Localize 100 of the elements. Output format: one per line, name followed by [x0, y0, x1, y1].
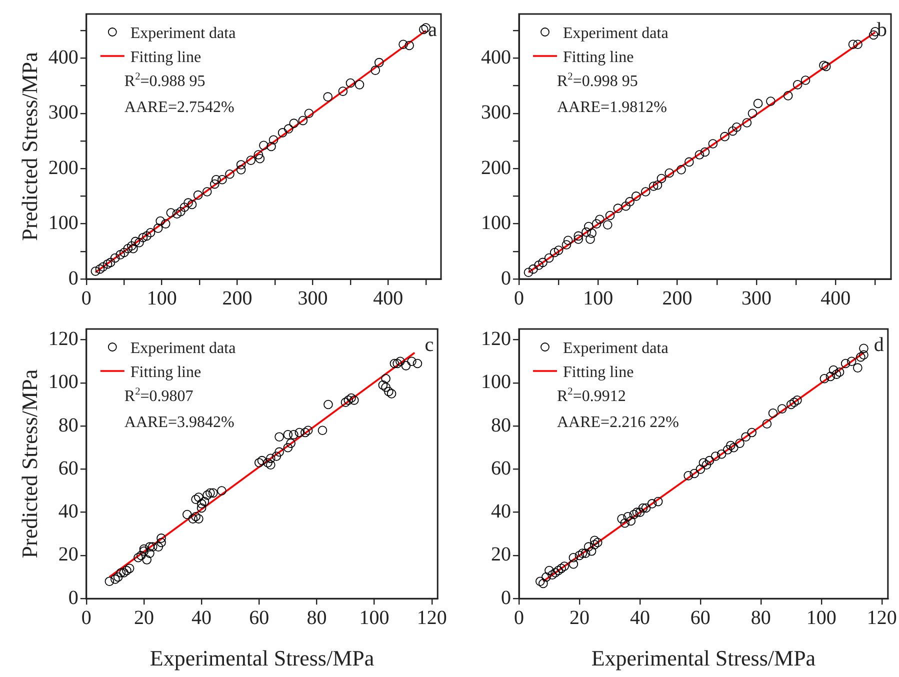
point — [766, 96, 776, 106]
x-tick-label: 20 — [134, 606, 154, 629]
point — [587, 228, 596, 238]
point — [819, 60, 828, 70]
point — [374, 58, 384, 68]
legend-label: Fitting line — [563, 364, 634, 381]
point — [404, 40, 414, 50]
x-tick-label: 80 — [750, 606, 771, 629]
point — [595, 214, 604, 224]
x-tick-label: 60 — [249, 606, 270, 629]
legend-label: Fitting line — [130, 49, 202, 66]
chart-title: b — [877, 19, 887, 41]
point — [346, 78, 356, 88]
point — [524, 268, 534, 278]
x-tick-label: 20 — [569, 606, 590, 629]
point — [278, 128, 288, 138]
x-tick-label: 120 — [416, 606, 447, 629]
legend-label: Fitting line — [563, 49, 634, 66]
x-tick-label: 100 — [359, 606, 390, 629]
point — [123, 244, 133, 254]
point — [202, 187, 212, 196]
y-tick-label: 100 — [481, 212, 511, 234]
chart-title: d — [874, 334, 884, 356]
y-tick-label: 80 — [58, 414, 78, 436]
point — [354, 80, 364, 90]
point — [586, 234, 595, 244]
point — [676, 165, 686, 174]
point — [187, 200, 197, 210]
point — [90, 266, 100, 276]
x-tick-label: 40 — [630, 606, 650, 629]
point — [128, 244, 138, 254]
point — [102, 259, 112, 269]
y-tick-label: 60 — [491, 457, 511, 480]
y-tick-label: 0 — [501, 267, 511, 290]
point — [255, 154, 265, 164]
legend-label: Experiment data — [130, 25, 236, 42]
point — [266, 142, 276, 152]
point — [193, 190, 203, 200]
point — [176, 206, 186, 216]
point — [748, 108, 758, 118]
y-tick-label: 400 — [48, 46, 78, 68]
legend-label: Experiment data — [563, 340, 668, 357]
legend-label: Fitting line — [130, 364, 202, 381]
point — [323, 92, 332, 102]
point — [848, 40, 858, 50]
y-tick-label: 20 — [58, 544, 78, 566]
point — [110, 253, 120, 263]
y-tick-label: 0 — [501, 586, 511, 609]
x-tick-label: 300 — [298, 287, 328, 310]
point — [868, 30, 878, 40]
x-tick-label: 120 — [866, 606, 897, 629]
point — [116, 250, 125, 260]
x-tick-label: 100 — [583, 287, 614, 310]
point — [398, 40, 408, 50]
point — [602, 220, 612, 230]
y-tick-label: 300 — [481, 102, 511, 124]
point — [562, 240, 572, 250]
y-tick-label: 100 — [48, 212, 78, 234]
point — [664, 168, 674, 178]
point — [728, 126, 738, 136]
point — [528, 264, 538, 274]
point — [742, 118, 752, 128]
point — [95, 264, 105, 274]
y-axis-title: Predicted Stress/MPa — [16, 369, 42, 558]
point — [592, 219, 602, 228]
point — [783, 91, 793, 100]
point — [550, 248, 560, 258]
y-tick-label: 0 — [68, 586, 78, 609]
y-tick-label: 300 — [48, 102, 78, 124]
point — [268, 135, 278, 145]
y-tick-label: 20 — [491, 544, 511, 566]
y-tick-label: 40 — [491, 500, 511, 523]
y-tick-label: 200 — [481, 156, 511, 179]
annotation: AARE=2.216 22% — [557, 414, 679, 431]
point — [584, 222, 594, 232]
point — [700, 147, 710, 157]
chart-title: c — [424, 334, 434, 356]
point — [218, 174, 227, 184]
point — [563, 236, 573, 246]
legend-label: Experiment data — [130, 340, 236, 357]
y-tick-label: 80 — [491, 414, 511, 436]
x-tick-label: 400 — [820, 287, 851, 310]
point — [298, 116, 308, 126]
point — [225, 169, 234, 179]
point — [166, 208, 176, 218]
y-tick-label: 100 — [481, 371, 511, 394]
point — [160, 219, 170, 228]
point — [246, 156, 256, 165]
point — [621, 201, 630, 211]
y-tick-label: 40 — [58, 500, 78, 523]
point — [853, 40, 862, 50]
legend-label: Experiment data — [563, 25, 668, 42]
point — [652, 180, 662, 190]
x-tick-label: 200 — [662, 287, 692, 310]
point — [172, 209, 182, 219]
point — [418, 24, 428, 34]
x-tick-label: 100 — [806, 606, 836, 629]
point — [370, 66, 380, 75]
point — [684, 157, 694, 167]
point — [180, 202, 190, 212]
